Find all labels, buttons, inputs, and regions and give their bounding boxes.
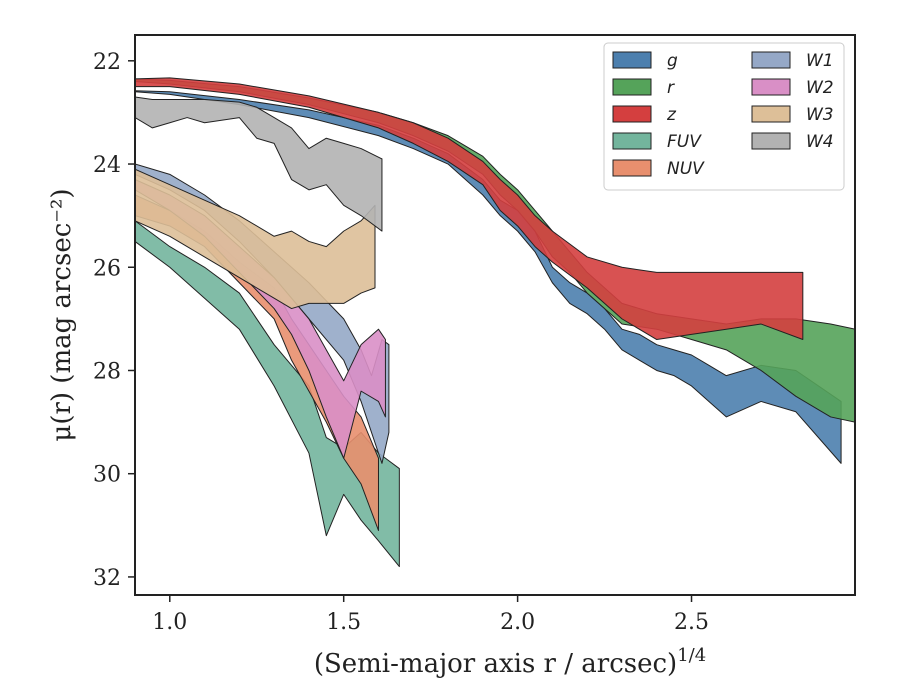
legend-swatch-w3 bbox=[751, 105, 791, 123]
legend-label-g: g bbox=[667, 51, 678, 71]
y-axis-label: μ(r) (mag arcsec⁻²) bbox=[47, 188, 77, 441]
y-tick-label: 22 bbox=[93, 50, 121, 75]
legend-label-w4: W4 bbox=[806, 132, 834, 152]
legend-label-w1: W1 bbox=[806, 51, 834, 71]
y-tick-label: 24 bbox=[93, 153, 121, 178]
band-w3 bbox=[135, 168, 376, 310]
x-tick-label: 1.0 bbox=[152, 610, 187, 635]
legend-label-w2: W2 bbox=[806, 78, 834, 98]
band-fuv bbox=[135, 220, 400, 568]
legend-swatch-nuv bbox=[612, 159, 652, 177]
x-tick-label: 1.5 bbox=[326, 610, 361, 635]
x-tick-label: 2.5 bbox=[674, 610, 709, 635]
x-axis-label: (Semi-major axis r / arcsec)1/4 bbox=[314, 645, 706, 679]
series-bands bbox=[135, 77, 855, 568]
legend-swatch-z bbox=[612, 105, 652, 123]
legend-label-fuv: FUV bbox=[667, 132, 702, 152]
band-z bbox=[135, 77, 804, 341]
legend-label-r: r bbox=[667, 78, 675, 98]
legend-label-w3: W3 bbox=[806, 105, 834, 125]
legend-swatch-w2 bbox=[751, 78, 791, 96]
plot-frame bbox=[134, 34, 856, 596]
y-tick-label: 26 bbox=[93, 256, 121, 281]
legend-label-z: z bbox=[666, 105, 677, 125]
legend-swatch-w4 bbox=[751, 132, 791, 150]
y-tick-label: 28 bbox=[93, 359, 121, 384]
y-tick-label: 30 bbox=[93, 463, 121, 488]
legend-swatch-w1 bbox=[751, 51, 791, 69]
x-tick-label: 2.0 bbox=[500, 610, 535, 635]
band-w4 bbox=[135, 96, 383, 232]
legend-swatch-g bbox=[612, 51, 652, 69]
legend-swatch-r bbox=[612, 78, 652, 96]
legend-swatch-fuv bbox=[612, 132, 652, 150]
y-tick-label: 32 bbox=[93, 566, 121, 591]
legend-label-nuv: NUV bbox=[667, 159, 705, 179]
